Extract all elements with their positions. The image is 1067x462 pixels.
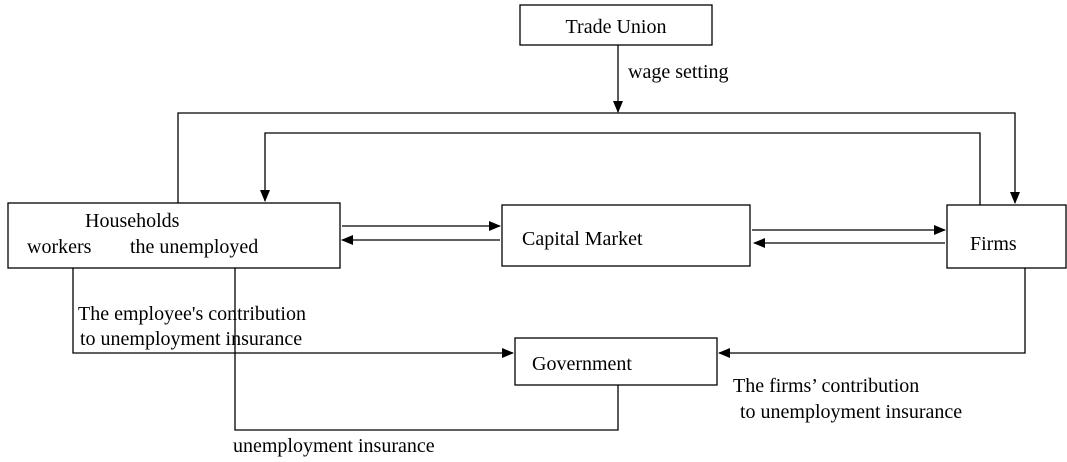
arrow-households-firms	[177, 112, 1020, 204]
arrow-unemployment-insurance	[230, 252, 619, 431]
arrow-employee-contribution	[72, 268, 514, 358]
node-sublabel: workers	[27, 236, 92, 258]
node-label: Firms	[970, 233, 1017, 255]
node-label: Households	[85, 210, 180, 232]
box-capital-market	[501, 204, 751, 267]
edge-label: to unemployment insurance	[80, 328, 302, 350]
node-label: Government	[532, 353, 632, 375]
edge-label: unemployment insurance	[233, 435, 435, 457]
box-firms	[946, 204, 1067, 269]
box-trade-union	[519, 4, 713, 46]
node-label: Trade Union	[566, 16, 667, 38]
edge-label: to unemployment insurance	[740, 401, 962, 423]
box-households	[7, 202, 341, 269]
arrow-firms-households	[260, 132, 981, 205]
box-government	[514, 337, 718, 386]
node-label: Capital Market	[522, 228, 643, 250]
edge-label: wage setting	[628, 61, 729, 83]
edge-label: The employee's contribution	[78, 303, 306, 325]
node-sublabel: the unemployed	[130, 236, 258, 258]
arrow-firms-contribution	[718, 268, 1026, 358]
edge-label: The firms’ contribution	[733, 375, 919, 397]
